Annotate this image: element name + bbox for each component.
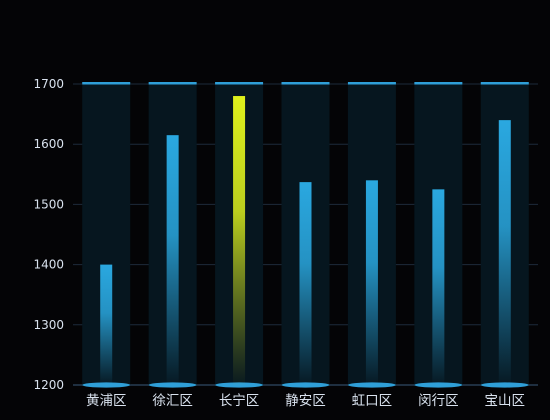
x-category-label: 静安区: [285, 393, 326, 409]
column-top-cap: [215, 82, 264, 85]
y-tick-label: 1200: [33, 378, 64, 392]
column-top-cap: [148, 82, 197, 85]
bar: [233, 96, 246, 385]
bar: [498, 120, 511, 386]
x-category-label: 徐汇区: [152, 393, 193, 409]
x-category-label: 闵行区: [418, 393, 459, 409]
y-tick-label: 1300: [33, 318, 64, 332]
column-top-cap: [82, 82, 131, 85]
bar: [299, 182, 312, 385]
y-tick-label: 1700: [33, 77, 64, 91]
x-category-label: 宝山区: [485, 393, 526, 409]
x-category-label: 长宁区: [219, 392, 260, 409]
data-bars: [100, 96, 511, 386]
y-axis-tick-labels: 1200 1300 1400 1500 1600 1700: [33, 77, 64, 392]
x-category-label: 虹口区: [352, 393, 393, 409]
bar: [365, 180, 378, 385]
y-tick-label: 1600: [33, 137, 64, 151]
column-top-cap: [480, 82, 529, 85]
y-tick-label: 1400: [33, 258, 64, 272]
bar: [432, 189, 445, 385]
column-top-cap: [281, 82, 330, 85]
column-top-cap: [414, 82, 463, 85]
column-top-cap: [347, 82, 396, 85]
x-category-label: 黄浦区: [86, 393, 127, 409]
y-tick-label: 1500: [33, 197, 64, 211]
x-axis-category-labels: 黄浦区 徐汇区 长宁区 静安区 虹口区 闵行区 宝山区: [86, 392, 525, 409]
bar: [166, 135, 179, 385]
bar: [100, 264, 113, 385]
